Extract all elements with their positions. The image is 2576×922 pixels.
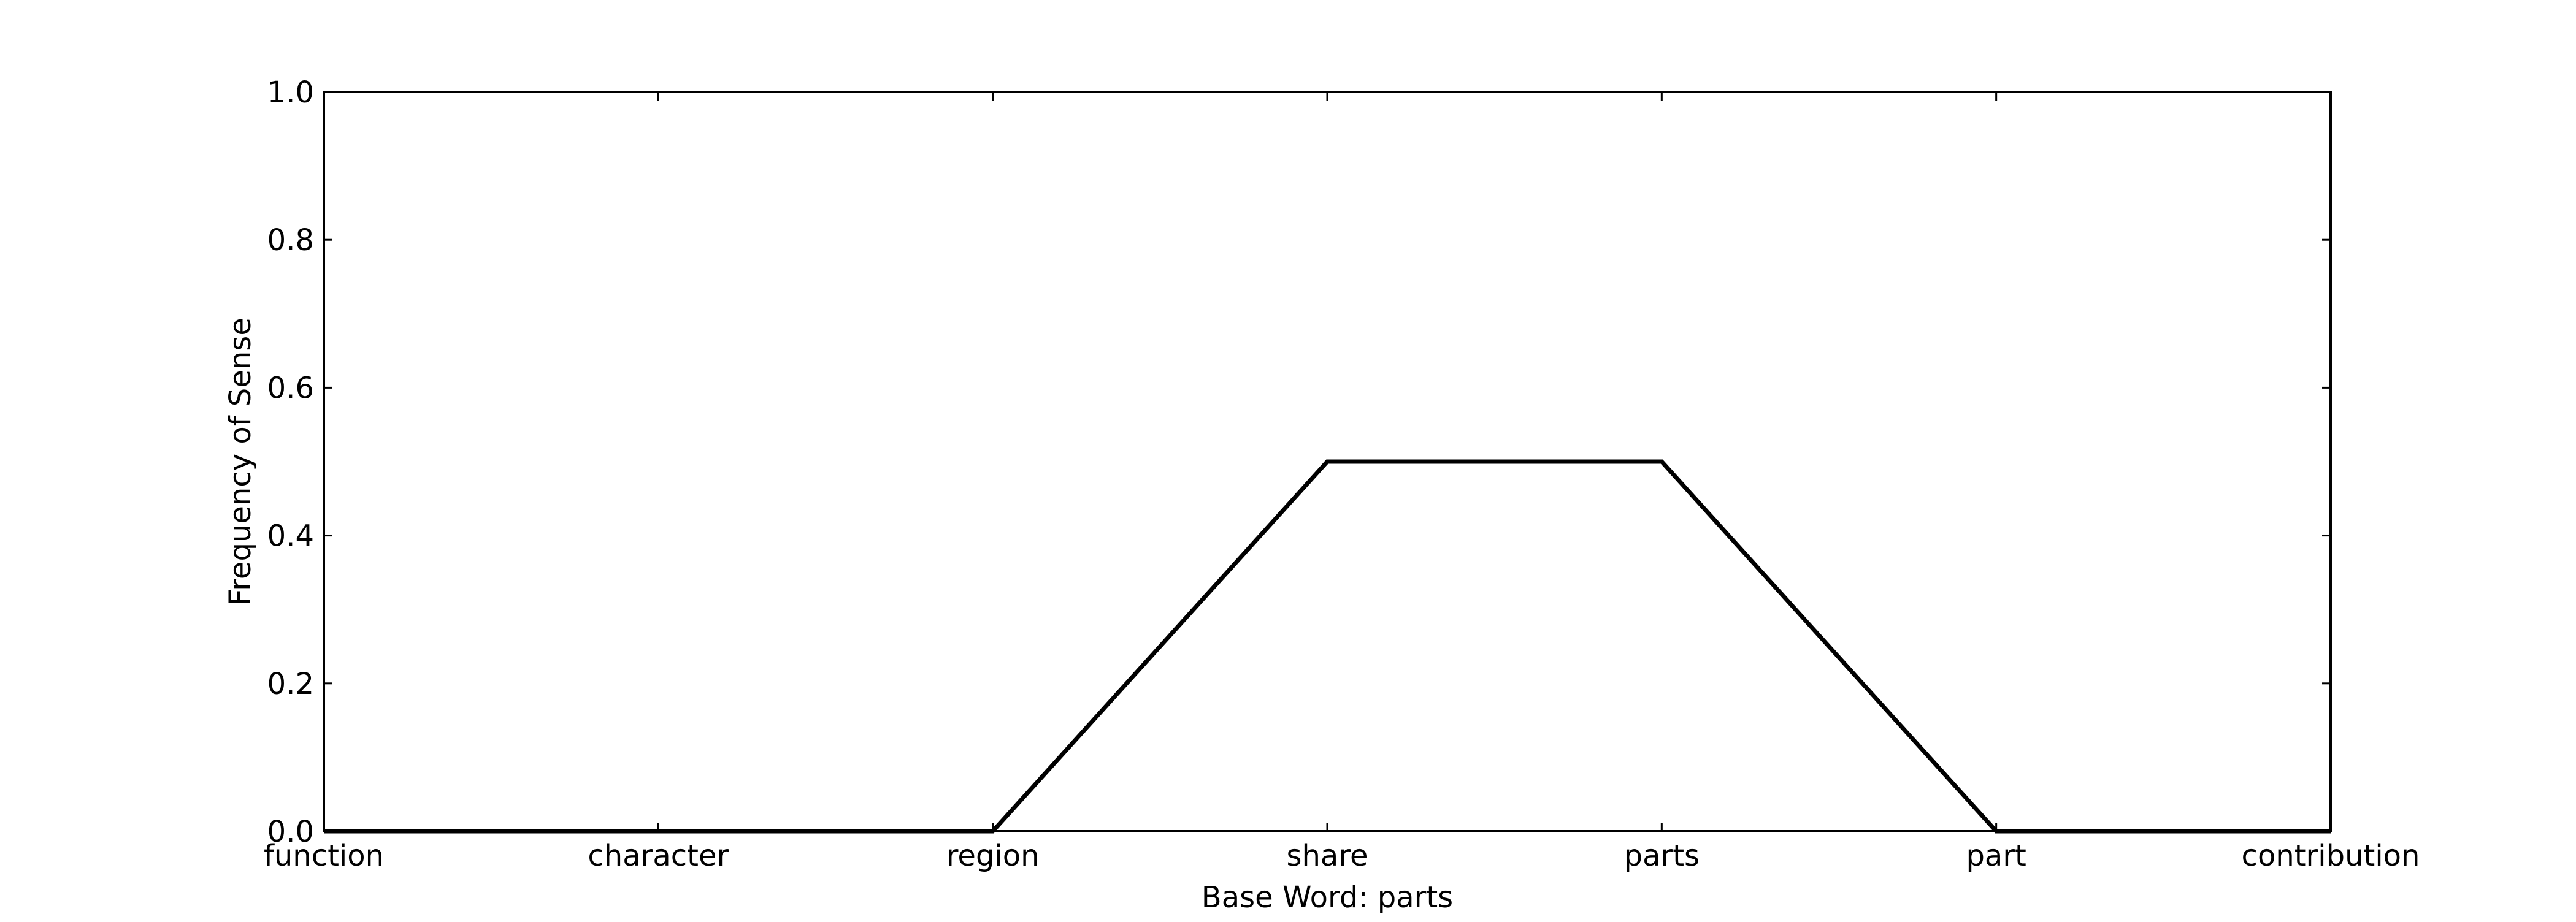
y-tick-label: 0.0: [267, 815, 314, 849]
x-tick-label: character: [588, 839, 729, 873]
y-tick-label: 1.0: [267, 75, 314, 110]
y-tick-label: 0.8: [267, 223, 314, 257]
y-tick-label: 0.6: [267, 371, 314, 405]
y-tick-label: 0.4: [267, 519, 314, 554]
x-tick-label: parts: [1624, 839, 1700, 873]
x-axis-label: Base Word: parts: [1202, 880, 1453, 915]
x-tick-label: region: [946, 839, 1040, 873]
x-tick-label: part: [1966, 839, 2026, 873]
x-tick-label: contribution: [2242, 839, 2420, 873]
y-tick-label: 0.2: [267, 667, 314, 701]
y-axis-label: Frequency of Sense: [223, 318, 258, 606]
x-tick-label: share: [1286, 839, 1368, 873]
